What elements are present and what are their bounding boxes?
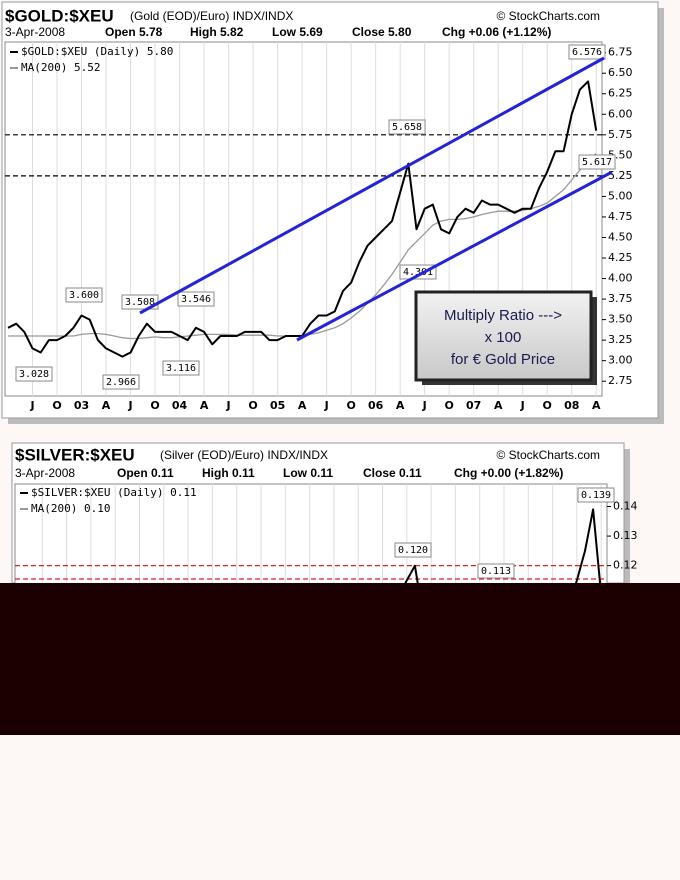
quote-item: Close 0.11 <box>363 466 422 480</box>
x-tick-label: A <box>102 399 111 412</box>
x-tick-label: O <box>543 399 552 412</box>
y-tick-label: 4.50 <box>608 230 633 243</box>
annotation-label: 5.617 <box>582 157 612 168</box>
quote-item: Close 5.80 <box>352 25 412 39</box>
gold-chart: $GOLD:$XEU (Gold (EOD)/Euro) INDX/INDX © S… <box>5 6 633 412</box>
note-text: Multiply Ratio ---> <box>444 307 562 324</box>
x-tick-label: O <box>445 399 454 412</box>
quote-item: Open 0.11 <box>117 466 174 480</box>
y-tick-label: 3.75 <box>608 292 633 305</box>
x-tick-label: 05 <box>270 399 285 412</box>
annotation-label: 2.966 <box>106 377 136 388</box>
annotation-box <box>15 366 53 382</box>
lower-trend-line <box>296 170 613 342</box>
quote-item: Chg +0.06 (+1.12%) <box>442 25 551 39</box>
x-tick-label: A <box>396 399 405 412</box>
x-tick-label: J <box>324 399 329 412</box>
annotation-label: 5.658 <box>392 122 422 133</box>
annotation-label: 3.508 <box>125 297 155 308</box>
chart-subtitle: (Gold (EOD)/Euro) INDX/INDX <box>130 9 293 23</box>
x-tick-label: O <box>248 399 257 412</box>
legend-label: MA(200) 5.52 <box>21 61 100 74</box>
chart-title: $SILVER:$XEU <box>15 445 135 464</box>
quote-item: Low 0.11 <box>283 466 333 480</box>
quote-item: Open 5.78 <box>105 25 163 39</box>
date: 3-Apr-2008 <box>5 25 65 39</box>
note-text: for € Gold Price <box>451 351 555 368</box>
x-tick-label: 03 <box>74 399 89 412</box>
annotation-box <box>177 291 215 307</box>
annotation-box <box>394 542 432 558</box>
y-tick-label: 4.75 <box>608 210 633 223</box>
quote-item: Chg +0.00 (+1.82%) <box>454 466 563 480</box>
y-tick-label: 5.00 <box>608 189 633 202</box>
upper-trend-line <box>139 56 605 315</box>
annotation-box <box>388 119 426 135</box>
note-text: x 100 <box>485 329 522 346</box>
chart-title: $GOLD:$XEU <box>5 6 114 25</box>
legend-label: MA(200) 0.10 <box>31 502 110 515</box>
annotation-box <box>102 374 140 390</box>
annotation-box <box>477 563 515 579</box>
x-tick-label: O <box>346 399 355 412</box>
annotation-label: 6.576 <box>572 47 602 58</box>
y-tick-label: 0.13 <box>613 529 638 542</box>
y-tick-label: 6.00 <box>608 107 633 120</box>
x-tick-label: J <box>520 399 525 412</box>
annotation-label: 4.301 <box>403 267 433 278</box>
y-tick-label: 6.50 <box>608 66 633 79</box>
x-tick-label: J <box>29 399 34 412</box>
x-tick-label: O <box>150 399 159 412</box>
legend-label: $GOLD:$XEU (Daily) 5.80 <box>21 45 173 58</box>
x-tick-label: A <box>592 399 601 412</box>
y-tick-label: 4.25 <box>608 251 633 264</box>
y-tick-label: 3.50 <box>608 313 633 326</box>
x-tick-label: A <box>200 399 209 412</box>
annotation-box <box>399 264 437 280</box>
y-tick-label: 5.25 <box>608 169 633 182</box>
annotation-box <box>577 487 615 503</box>
y-tick-label: 0.14 <box>613 499 638 512</box>
annotation-label: 3.116 <box>166 363 196 374</box>
x-tick-label: 06 <box>368 399 384 412</box>
x-tick-label: A <box>298 399 307 412</box>
quote-item: High 0.11 <box>202 466 255 480</box>
y-tick-label: 6.25 <box>608 87 633 100</box>
x-tick-label: J <box>128 399 133 412</box>
y-tick-label: 3.00 <box>608 354 633 367</box>
occluding-block <box>0 583 680 735</box>
legend-label: $SILVER:$XEU (Daily) 0.11 <box>31 486 197 499</box>
y-tick-label: 5.75 <box>608 128 633 141</box>
x-tick-label: 07 <box>466 399 481 412</box>
annotation-box <box>162 360 200 376</box>
source: © StockCharts.com <box>496 9 600 23</box>
x-tick-label: 08 <box>564 399 579 412</box>
date: 3-Apr-2008 <box>15 466 75 480</box>
y-tick-label: 3.25 <box>608 333 633 346</box>
x-tick-label: J <box>226 399 231 412</box>
chart-subtitle: (Silver (EOD)/Euro) INDX/INDX <box>160 448 328 462</box>
y-tick-label: 2.75 <box>608 374 633 387</box>
y-tick-label: 4.00 <box>608 272 633 285</box>
x-tick-label: A <box>494 399 503 412</box>
annotation-box <box>568 44 606 60</box>
annotation-box <box>578 154 616 170</box>
x-tick-label: J <box>422 399 427 412</box>
x-tick-label: 04 <box>172 399 188 412</box>
annotation-label: 0.120 <box>398 545 428 556</box>
quote-item: Low 5.69 <box>272 25 323 39</box>
note-box <box>414 290 593 382</box>
annotation-label: 3.546 <box>181 294 211 305</box>
quote-item: High 5.82 <box>190 25 244 39</box>
annotation-label: 3.600 <box>69 290 99 301</box>
annotation-label: 3.028 <box>19 369 49 380</box>
source: © StockCharts.com <box>496 448 600 462</box>
y-tick-label: 0.12 <box>613 559 638 572</box>
annotation-label: 0.139 <box>581 490 611 501</box>
annotation-label: 0.113 <box>481 566 511 577</box>
y-tick-label: 6.75 <box>608 46 633 59</box>
x-tick-label: O <box>52 399 61 412</box>
annotation-box <box>65 287 103 303</box>
